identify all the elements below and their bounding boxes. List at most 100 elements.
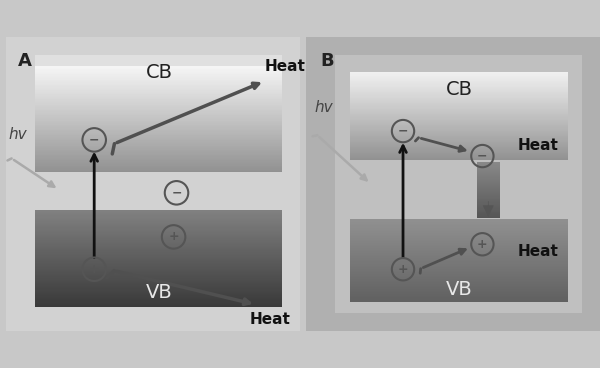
Bar xyxy=(350,223,568,224)
Bar xyxy=(350,261,568,262)
Bar xyxy=(476,204,500,205)
Bar xyxy=(350,241,568,242)
Bar xyxy=(350,99,568,100)
Bar xyxy=(350,244,568,245)
Text: −: − xyxy=(477,149,488,163)
Bar xyxy=(35,263,283,264)
Bar xyxy=(476,196,500,197)
Text: VB: VB xyxy=(146,283,172,302)
Bar xyxy=(35,242,283,243)
Bar xyxy=(350,252,568,253)
Bar xyxy=(350,251,568,252)
Bar xyxy=(476,194,500,195)
Bar xyxy=(35,134,283,135)
Bar xyxy=(35,269,283,270)
Bar xyxy=(35,167,283,168)
Bar xyxy=(35,92,283,93)
Bar xyxy=(35,73,283,74)
Bar xyxy=(350,278,568,279)
Bar xyxy=(350,240,568,241)
Bar xyxy=(350,231,568,233)
Bar xyxy=(35,142,283,143)
Bar xyxy=(350,157,568,158)
Bar xyxy=(350,243,568,244)
Bar xyxy=(35,214,283,215)
Bar xyxy=(35,252,283,253)
Bar xyxy=(35,74,283,76)
Bar xyxy=(350,100,568,101)
Bar xyxy=(350,82,568,83)
Bar xyxy=(476,171,500,173)
Bar xyxy=(350,238,568,239)
Bar xyxy=(350,284,568,285)
Bar xyxy=(350,136,568,137)
Bar xyxy=(35,276,283,277)
Bar xyxy=(350,277,568,278)
Text: +: + xyxy=(398,263,409,276)
Bar xyxy=(350,104,568,105)
Text: +: + xyxy=(477,238,488,251)
Bar xyxy=(350,288,568,289)
Text: Heat: Heat xyxy=(518,244,559,259)
Bar xyxy=(35,102,283,103)
Bar xyxy=(35,85,283,86)
Bar xyxy=(35,282,283,283)
Bar xyxy=(350,126,568,127)
Bar xyxy=(35,222,283,223)
Bar xyxy=(35,297,283,298)
Bar xyxy=(35,79,283,81)
Bar xyxy=(476,167,500,168)
Bar xyxy=(350,90,568,91)
Bar xyxy=(476,212,500,214)
Bar xyxy=(476,162,500,163)
Bar xyxy=(350,156,568,157)
Bar xyxy=(350,93,568,94)
Bar xyxy=(35,162,283,163)
Bar xyxy=(350,279,568,280)
Bar xyxy=(476,216,500,217)
Bar xyxy=(350,266,568,268)
Bar xyxy=(476,163,500,164)
Bar xyxy=(35,145,283,146)
Bar xyxy=(35,266,283,268)
Bar xyxy=(476,197,500,198)
Text: +: + xyxy=(168,230,179,243)
Bar xyxy=(350,134,568,135)
Bar xyxy=(350,265,568,266)
Bar xyxy=(350,153,568,154)
Bar xyxy=(35,154,283,155)
Bar xyxy=(35,302,283,304)
Bar xyxy=(35,243,283,244)
Bar xyxy=(35,240,283,241)
Bar xyxy=(350,286,568,287)
Bar xyxy=(476,189,500,190)
Bar xyxy=(35,170,283,171)
Text: VB: VB xyxy=(446,280,472,299)
Bar xyxy=(35,235,283,236)
Bar xyxy=(350,300,568,301)
Bar xyxy=(35,244,283,245)
Bar xyxy=(35,90,283,92)
Bar xyxy=(35,236,283,237)
Bar xyxy=(35,212,283,213)
Bar xyxy=(350,121,568,122)
Bar xyxy=(350,234,568,235)
Bar xyxy=(35,224,283,225)
Bar xyxy=(476,200,500,202)
Bar xyxy=(350,114,568,115)
Text: Heat: Heat xyxy=(250,312,291,327)
Bar xyxy=(350,145,568,146)
Bar xyxy=(35,101,283,102)
Bar xyxy=(35,127,283,128)
Bar xyxy=(350,142,568,143)
Bar xyxy=(350,88,568,89)
Text: +: + xyxy=(89,263,100,276)
Bar xyxy=(35,158,283,159)
Bar xyxy=(350,130,568,131)
Bar xyxy=(35,172,283,210)
Bar xyxy=(35,256,283,258)
Bar xyxy=(350,143,568,144)
Bar xyxy=(350,221,568,222)
Bar xyxy=(350,83,568,84)
Bar xyxy=(35,147,283,148)
